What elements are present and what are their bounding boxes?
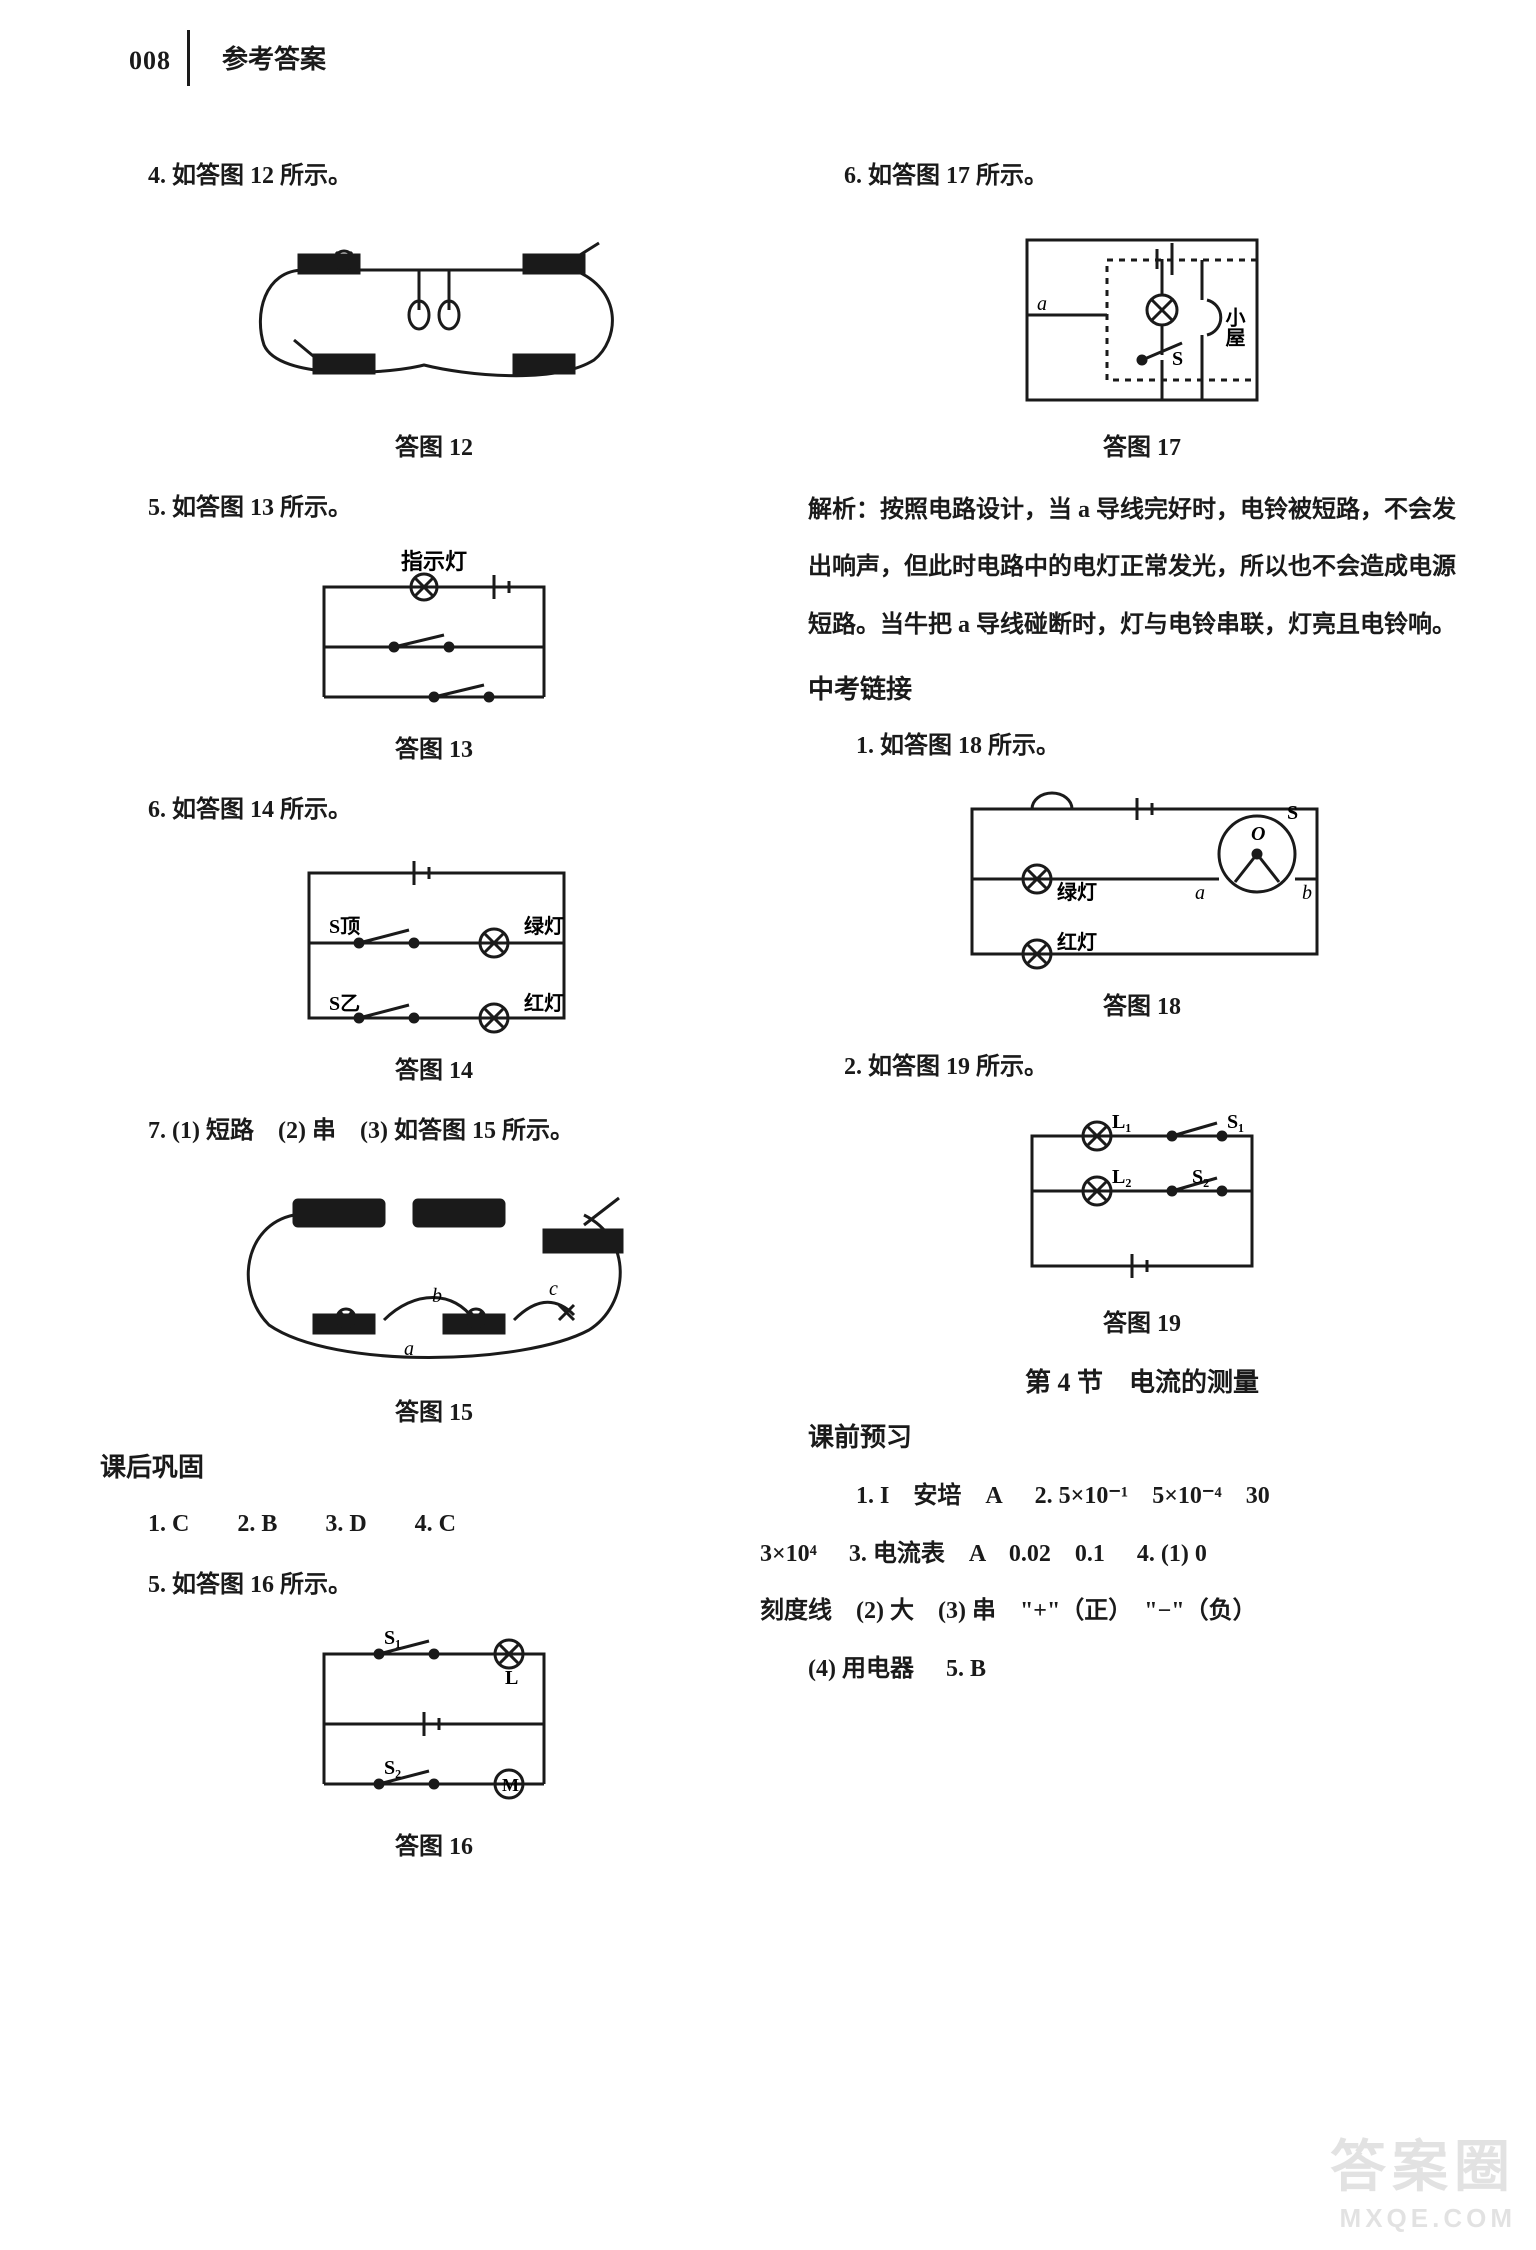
fig19-s1: S₁ — [1227, 1111, 1244, 1133]
fig17-house: 小屋 — [1222, 306, 1245, 347]
figure-12 — [100, 215, 768, 415]
fig16-M: M — [502, 1775, 519, 1795]
item-6-text: 6. 如答图 14 所示。 — [100, 784, 768, 837]
zk-item-1-text: 1. 如答图 18 所示。 — [808, 720, 1476, 773]
figure-15-caption: 答图 15 — [100, 1392, 768, 1427]
figure-19-caption: 答图 19 — [808, 1303, 1476, 1338]
fig17-s: S — [1172, 348, 1183, 370]
watermark: 答案圈 MXQE.COM — [1330, 2122, 1516, 2234]
pv-8: 5. B — [946, 1656, 986, 1682]
fig14-red: 红灯 — [524, 991, 564, 1015]
fig18-b: b — [1302, 882, 1312, 904]
fig19-l1: L₁ — [1112, 1111, 1131, 1133]
fig16-s1: S₁ — [384, 1627, 401, 1649]
item-5-text: 5. 如答图 13 所示。 — [100, 482, 768, 535]
fig15-a: a — [404, 1338, 414, 1360]
header-title: 参考答案 — [222, 39, 326, 86]
zk-item-2-text: 2. 如答图 19 所示。 — [808, 1041, 1476, 1094]
pv-7: (4) 用电器 — [808, 1656, 914, 1682]
pv-6: 刻度线 (2) 大 (3) 串 "+"（正） "−"（负） — [760, 1598, 1257, 1624]
fig16-L: L — [505, 1667, 518, 1689]
right-column: 6. 如答图 17 所示。 — [808, 142, 1476, 1881]
fig15-b: b — [432, 1285, 442, 1307]
figure-17-caption: 答图 17 — [808, 427, 1476, 462]
page-header: 008 参考答案 — [100, 30, 1476, 94]
fig19-s2: S₂ — [1192, 1166, 1209, 1188]
figure-19: L₁ L₂ S₁ S₂ — [808, 1106, 1476, 1291]
figure-17: a S 小屋 — [808, 215, 1476, 415]
left-column: 4. 如答图 12 所示。 — [100, 142, 768, 1881]
fig17-a: a — [1037, 293, 1047, 315]
pv-2: 2. 5×10⁻¹ 5×10⁻⁴ 30 — [1035, 1483, 1270, 1509]
fig14-green: 绿灯 — [524, 914, 564, 938]
fig16-s2: S₂ — [384, 1757, 401, 1779]
figure-14-caption: 答图 14 — [100, 1050, 768, 1085]
watermark-line1: 答案圈 — [1330, 2122, 1516, 2203]
analysis-text: 解析：按照电路设计，当 a 导线完好时，电铃被短路，不会发出响声，但此时电路中的… — [808, 482, 1476, 655]
fig18-o: O — [1251, 823, 1265, 845]
item-7-text: 7. (1) 短路 (2) 串 (3) 如答图 15 所示。 — [100, 1105, 768, 1158]
pv-3: 3×10⁴ — [760, 1541, 817, 1567]
figure-18: 绿灯 红灯 a b O S — [808, 784, 1476, 974]
section-4-title: 第 4 节 电流的测量 — [808, 1362, 1476, 1399]
fig19-l2: L₂ — [1112, 1166, 1131, 1188]
figure-18-caption: 答图 18 — [808, 986, 1476, 1021]
pv-1: 1. I 安培 A — [856, 1483, 1003, 1509]
figure-16: S₁ S₂ L M — [100, 1624, 768, 1814]
figure-13-caption: 答图 13 — [100, 729, 768, 764]
zhongkao-heading: 中考链接 — [808, 669, 1476, 706]
pv-5: 4. (1) 0 — [1137, 1541, 1207, 1567]
r-item-6-text: 6. 如答图 17 所示。 — [808, 150, 1476, 203]
fig18-red: 红灯 — [1057, 930, 1097, 954]
fig13-lamp-label: 指示灯 — [401, 549, 467, 574]
preview-answers: 1. I 安培 A 2. 5×10⁻¹ 5×10⁻⁴ 30 3×10⁴ 3. 电… — [808, 1468, 1476, 1698]
fig18-a: a — [1195, 882, 1205, 904]
fig15-c: c — [549, 1278, 558, 1300]
figure-16-caption: 答图 16 — [100, 1826, 768, 1861]
page-number: 008 — [129, 46, 171, 76]
watermark-line2: MXQE.COM — [1330, 2203, 1516, 2234]
figure-13: 指示灯 — [100, 547, 768, 717]
fig14-s-pedal: S乙 — [329, 993, 360, 1015]
item-4-text: 4. 如答图 12 所示。 — [100, 150, 768, 203]
preview-heading: 课前预习 — [808, 1417, 1476, 1454]
page-number-box: 008 — [100, 30, 190, 86]
figure-12-caption: 答图 12 — [100, 427, 768, 462]
after-class-answers: 1. C 2. B 3. D 4. C — [148, 1498, 768, 1551]
fig18-s: S — [1287, 802, 1298, 824]
after-class-heading: 课后巩固 — [100, 1447, 768, 1484]
fig18-green: 绿灯 — [1057, 880, 1097, 904]
pv-4: 3. 电流表 A 0.02 0.1 — [849, 1541, 1105, 1567]
fig14-s-top: S顶 — [329, 915, 360, 938]
item-5b-text: 5. 如答图 16 所示。 — [100, 1559, 768, 1612]
figure-14: S顶 S乙 绿灯 红灯 — [100, 848, 768, 1038]
figure-15: a b c — [100, 1170, 768, 1380]
